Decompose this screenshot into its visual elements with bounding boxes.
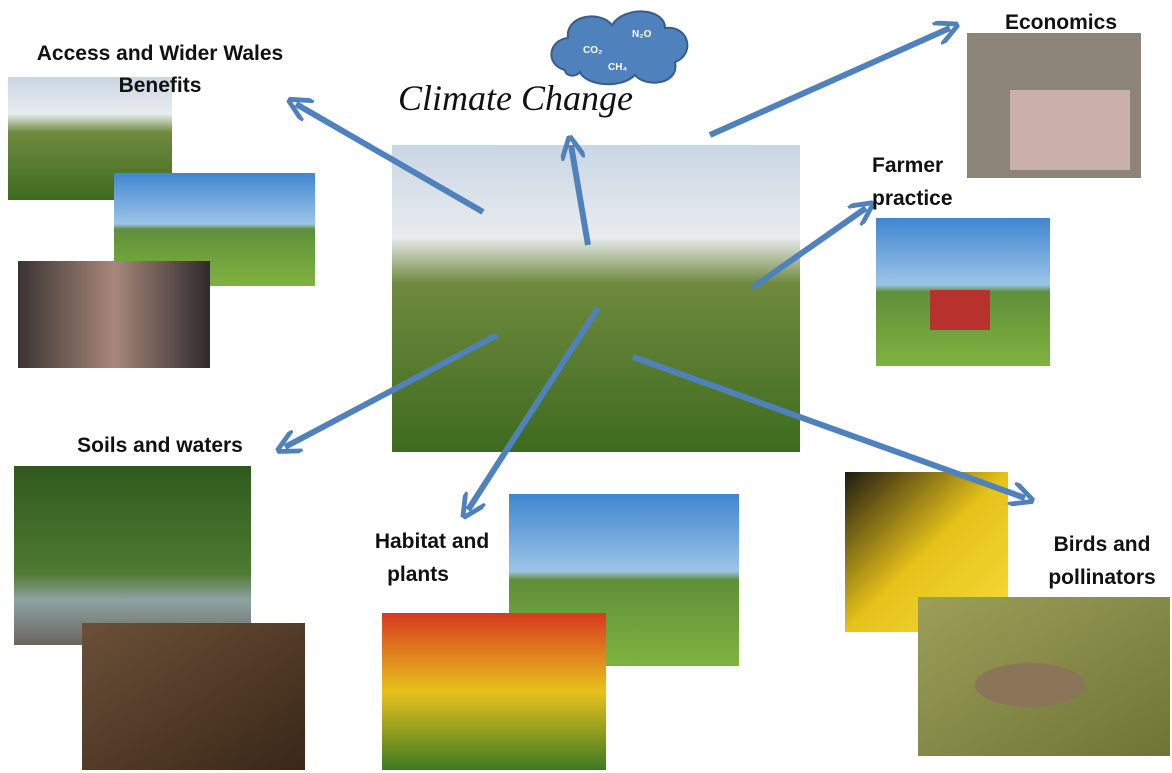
topic-label: Economics xyxy=(1005,11,1117,34)
topic-label: Birds and xyxy=(1054,533,1151,556)
crowd-photo xyxy=(18,261,210,368)
quad-bike xyxy=(930,290,990,330)
topic-label: Benefits xyxy=(119,74,202,97)
flowers-photo xyxy=(382,613,606,770)
landscape-photo xyxy=(392,145,800,452)
river-photo xyxy=(14,466,251,645)
topic-label: Access and Wider Wales xyxy=(37,42,283,65)
topic-label: Soils and waters xyxy=(77,434,243,457)
skylark xyxy=(975,663,1085,707)
arrow xyxy=(710,28,950,135)
center-title: Climate Change xyxy=(398,78,633,118)
topic-label: practice xyxy=(872,187,953,210)
topic-label: plants xyxy=(387,563,449,586)
gas-label: CH₄ xyxy=(608,62,627,73)
topic-label: Habitat and xyxy=(375,530,489,553)
topic-label: Farmer xyxy=(872,154,943,177)
diagram: CO₂ N₂O CH₄ Climate Change Access and Wi… xyxy=(0,0,1172,773)
gas-label: CO₂ xyxy=(583,45,602,56)
gas-label: N₂O xyxy=(632,29,652,40)
banknotes xyxy=(1010,90,1130,170)
topic-label: pollinators xyxy=(1048,566,1155,589)
cloud xyxy=(551,11,687,84)
soil-photo xyxy=(82,623,305,770)
